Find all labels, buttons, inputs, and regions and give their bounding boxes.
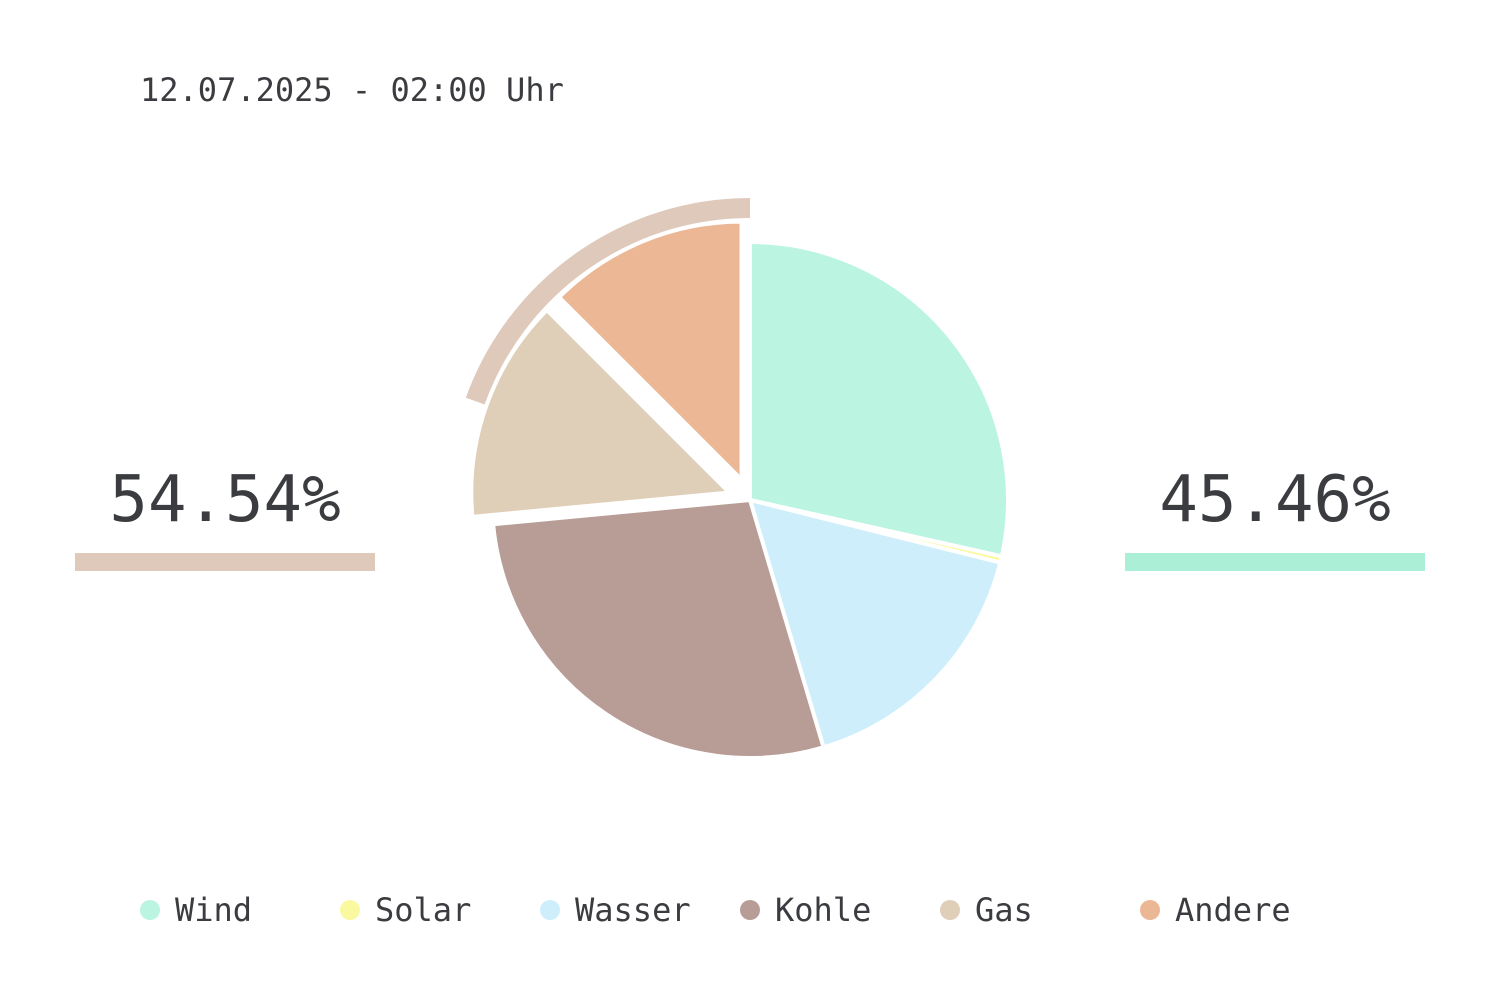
legend-dot-solar bbox=[340, 900, 360, 920]
chart-legend: Wind Solar Wasser Kohle Gas Andere bbox=[140, 890, 1440, 930]
legend-dot-wind bbox=[140, 900, 160, 920]
left-share-bar bbox=[75, 553, 375, 571]
legend-label-wasser: Wasser bbox=[575, 891, 691, 929]
legend-label-gas: Gas bbox=[975, 891, 1033, 929]
right-share-stat: 45.46% bbox=[1125, 462, 1425, 571]
legend-label-solar: Solar bbox=[375, 891, 472, 929]
pie-slice-wasser[interactable] bbox=[748, 498, 1003, 750]
right-share-bar bbox=[1125, 553, 1425, 571]
legend-dot-wasser bbox=[540, 900, 560, 920]
highlight-arc bbox=[465, 198, 751, 405]
highlight-arc-layer bbox=[465, 198, 751, 405]
legend-dot-andere bbox=[1140, 900, 1160, 920]
pie-slices bbox=[469, 219, 1010, 760]
right-share-value: 45.46% bbox=[1159, 463, 1391, 537]
legend-label-andere: Andere bbox=[1175, 891, 1291, 929]
legend-label-wind: Wind bbox=[175, 891, 253, 929]
legend-dot-kohle bbox=[740, 900, 760, 920]
pie-slice-wind[interactable] bbox=[748, 240, 1010, 559]
pie-slice-kohle[interactable] bbox=[491, 498, 826, 760]
legend-label-kohle: Kohle bbox=[775, 891, 872, 929]
left-share-value: 54.54% bbox=[109, 463, 341, 537]
legend-dot-gas bbox=[940, 900, 960, 920]
pie-slice-gas[interactable] bbox=[469, 308, 732, 519]
pie-slice-andere[interactable] bbox=[557, 219, 744, 482]
timestamp-label: 12.07.2025 - 02:00 Uhr bbox=[140, 71, 564, 109]
left-share-stat: 54.54% bbox=[75, 462, 375, 571]
